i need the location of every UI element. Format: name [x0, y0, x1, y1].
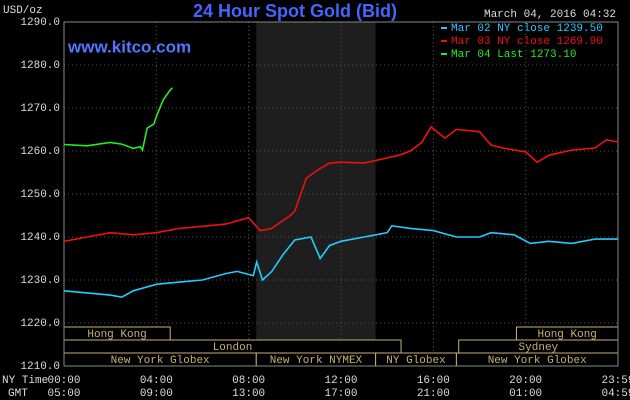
x-tick-label: 20:00	[509, 375, 542, 387]
y-tick-label: 1260.0	[20, 146, 60, 158]
series-line	[63, 224, 618, 299]
x2-tick-label: 17:00	[324, 388, 357, 400]
x2-tick-label: 04:59	[601, 388, 630, 400]
session-label: New York Globex	[111, 355, 210, 367]
x2-tick-label: 21:00	[417, 388, 450, 400]
x-tick-label: 04:00	[140, 375, 173, 387]
y-tick-label: 1240.0	[20, 232, 60, 244]
y-tick-label: 1210.0	[20, 361, 60, 373]
x-tick-label: 12:00	[324, 375, 357, 387]
legend-label: Mar 02 NY close 1239.50	[451, 23, 603, 35]
y-tick-label: 1280.0	[20, 60, 60, 72]
legend-label: Mar 04 Last 1273.10	[451, 49, 576, 61]
watermark: www.kitco.com	[67, 37, 191, 56]
session-label: Sydney	[519, 342, 559, 354]
x-tick-label: 23:59	[601, 375, 630, 387]
y-axis-label: USD/oz	[3, 5, 43, 17]
x2-tick-label: 01:00	[509, 388, 542, 400]
y-tick-label: 1270.0	[20, 103, 60, 115]
x2-tick-label: 13:00	[232, 388, 265, 400]
y-tick-label: 1290.0	[20, 17, 60, 29]
x2-axis-label: GMT	[8, 388, 28, 400]
x2-tick-label: 09:00	[140, 388, 173, 400]
session-label: New York NYMEX	[270, 355, 363, 367]
y-tick-label: 1220.0	[20, 318, 60, 330]
x2-tick-label: 05:00	[47, 388, 80, 400]
y-tick-label: 1230.0	[20, 275, 60, 287]
session-label: NY Globex	[386, 355, 446, 367]
session-label: Hong Kong	[538, 329, 597, 341]
series-line	[63, 87, 174, 153]
series-line	[63, 125, 619, 243]
session-label: London	[213, 342, 253, 354]
session-label: New York Globex	[488, 355, 587, 367]
session-label: Hong Kong	[87, 329, 146, 341]
plot-frame	[63, 21, 619, 367]
y-tick-label: 1250.0	[20, 189, 60, 201]
chart-title: 24 Hour Spot Gold (Bid)	[193, 1, 397, 21]
timestamp: March 04, 2016 04:32	[484, 9, 616, 21]
x-tick-label: 16:00	[417, 375, 450, 387]
shaded-region	[256, 22, 376, 366]
x-tick-label: 00:00	[47, 375, 80, 387]
x-axis-label: NY Time	[2, 375, 48, 387]
legend-label: Mar 03 NY close 1269.90	[451, 36, 603, 48]
x-tick-label: 08:00	[232, 375, 265, 387]
